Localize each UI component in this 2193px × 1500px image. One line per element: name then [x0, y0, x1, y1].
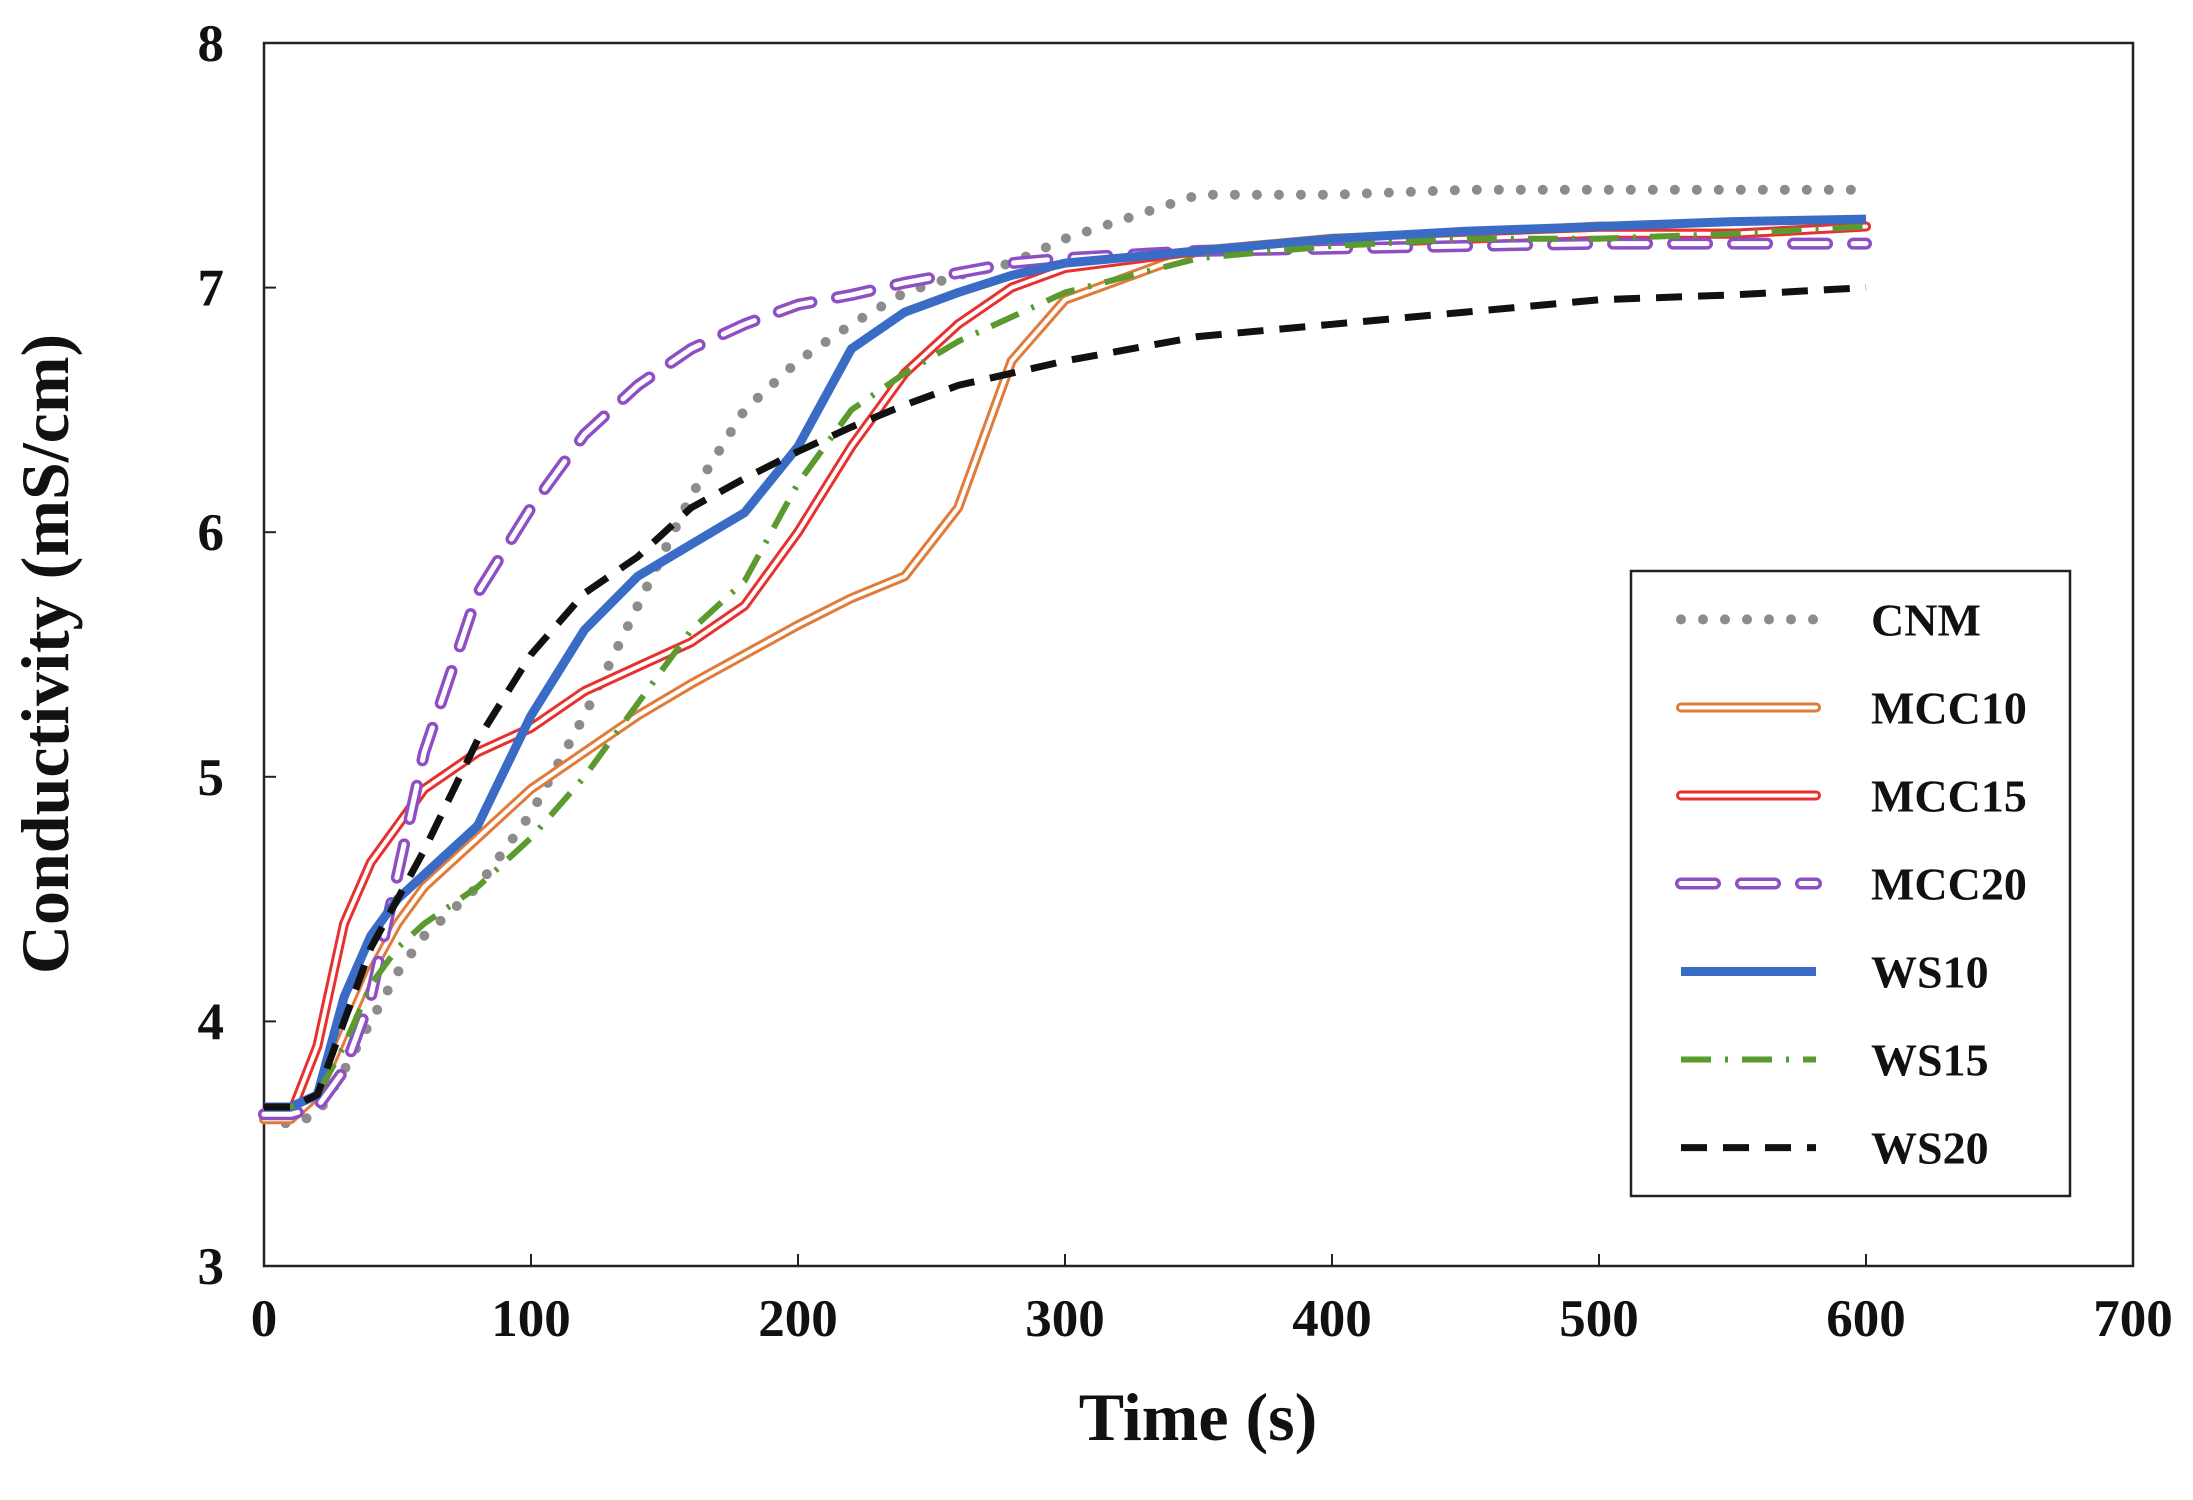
series-line — [259, 184, 1871, 1130]
x-tick-label: 200 — [758, 1290, 838, 1348]
legend-label: MCC10 — [1871, 682, 2027, 733]
series-line-inner — [262, 224, 1868, 1122]
legend-label: WS10 — [1871, 947, 1989, 998]
y-tick-label: 3 — [198, 1238, 225, 1296]
y-axis-title: Conductivity (mS/cm) — [7, 334, 83, 974]
legend-label: WS20 — [1871, 1123, 1989, 1174]
series-line — [259, 221, 1871, 1125]
x-tick-label: 300 — [1025, 1290, 1105, 1348]
series-line — [264, 284, 1867, 1111]
x-tick-label: 100 — [491, 1290, 571, 1348]
series-line-inner — [262, 224, 1868, 1117]
series-line — [264, 214, 1867, 1112]
x-tick-label: 500 — [1559, 1290, 1639, 1348]
series-line — [259, 221, 1871, 1120]
y-tick-label: 6 — [198, 504, 225, 562]
series-line-inner — [261, 241, 1869, 1117]
legend-label: MCC15 — [1871, 770, 2027, 821]
x-tick-label: 0 — [251, 1290, 278, 1348]
y-tick-label: 8 — [198, 15, 225, 73]
legend-label: CNM — [1871, 594, 1981, 645]
series-line — [258, 237, 1872, 1121]
legend-label: WS15 — [1871, 1035, 1989, 1086]
x-tick-label: 400 — [1292, 1290, 1372, 1348]
y-tick-label: 5 — [198, 749, 225, 807]
legend-label: MCC20 — [1871, 859, 2027, 910]
y-tick-label: 4 — [198, 993, 225, 1051]
x-axis-title: Time (s) — [1079, 1379, 1318, 1455]
x-tick-label: 600 — [1826, 1290, 1906, 1348]
plot-frame — [262, 41, 2135, 1268]
x-tick-label: 700 — [2093, 1290, 2173, 1348]
y-tick-label: 7 — [198, 260, 225, 318]
series-line — [264, 223, 1867, 1110]
